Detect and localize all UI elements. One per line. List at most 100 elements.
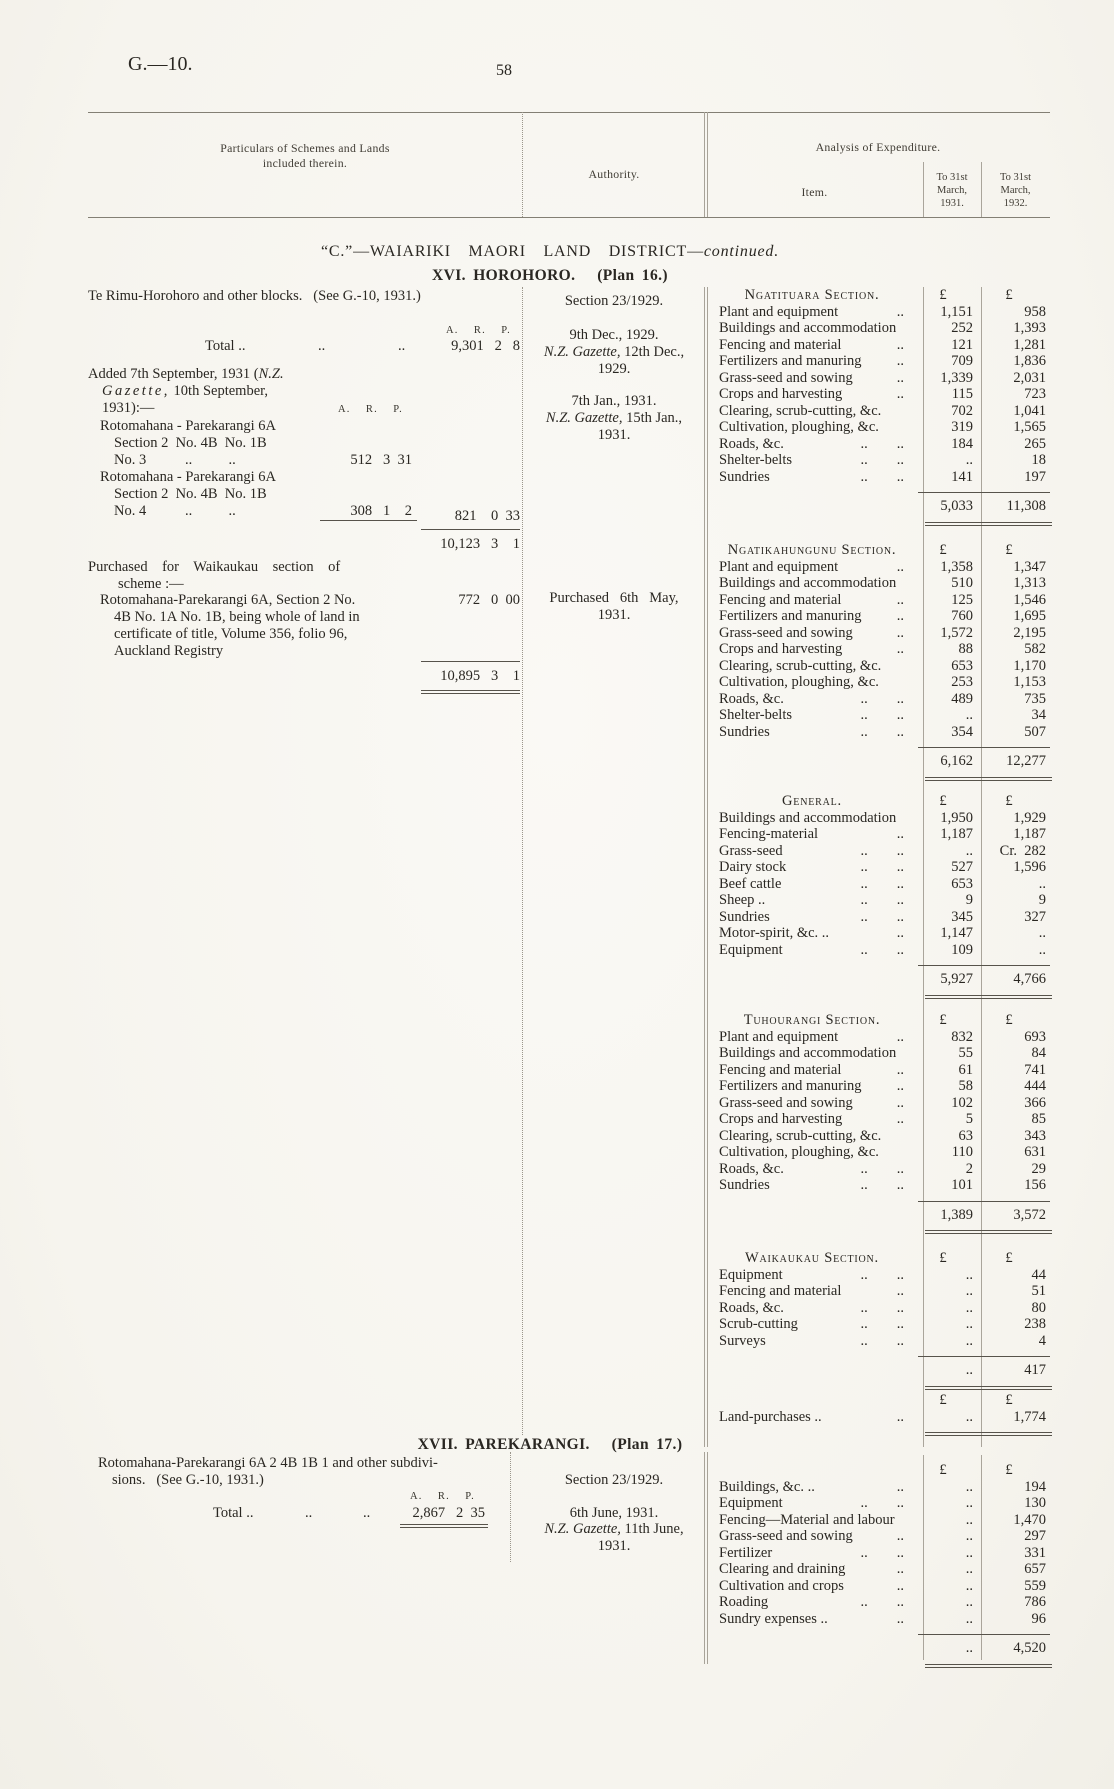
scheme-intro-line1: Rotomahana-Parekarangi 6A 2 4B 1B 1 and … bbox=[98, 1455, 438, 1471]
amount-1931: 1,187 bbox=[940, 826, 973, 842]
row-label-cell: Fencing and material.. bbox=[706, 1062, 918, 1079]
section-rows: Equipment.. .. .. 44 Fencing and materia… bbox=[706, 1267, 1050, 1350]
amount-1931: 1,950 bbox=[940, 809, 973, 826]
grand-total-rule-2 bbox=[421, 661, 520, 662]
amount-1932: 1,565 bbox=[1013, 419, 1046, 435]
money-divider-1931-body bbox=[923, 287, 924, 1447]
dot-leaders: .. bbox=[896, 1283, 904, 1299]
pound-sign: £ bbox=[1005, 1392, 1013, 1408]
purchased-line1: Purchased for Waikaukau section of bbox=[88, 559, 341, 575]
dot-leaders: .. .. bbox=[860, 1299, 905, 1316]
authority-gazette-1: N.Z. Gazette, 12th Dec., bbox=[510, 344, 718, 361]
amount-1932: Cr. 282 bbox=[999, 842, 1046, 859]
amount-1931: 653 bbox=[951, 875, 973, 892]
row-label-cell: Crops and harvesting.. bbox=[706, 641, 918, 658]
expenditure-row: Clearing, scrub-cutting, &c. 653 1,170 bbox=[706, 658, 1050, 675]
expenditure-row: Crops and harvesting.. 88 582 bbox=[706, 641, 1050, 658]
amount-1931: 1,339 bbox=[940, 369, 973, 386]
expenditure-row: Shelter-belts.. .. .. 18 bbox=[706, 452, 1050, 469]
dot-leaders: .. bbox=[896, 624, 904, 641]
dot-leaders bbox=[904, 575, 918, 592]
row-label-cell: Crops and harvesting.. bbox=[706, 1111, 918, 1128]
section-total-row: 6,162 12,277 bbox=[706, 747, 1050, 770]
amount-1932: 1,347 bbox=[1013, 558, 1046, 575]
dot-leaders: .. .. bbox=[185, 452, 236, 468]
section-total-row: .. 417 bbox=[706, 1356, 1050, 1379]
closing-rule bbox=[925, 1432, 1052, 1436]
column-header-1931: To 31st March, 1931. bbox=[936, 172, 968, 209]
land-block2-acreage: 308 1 2 bbox=[350, 503, 412, 519]
row-label: Crops and harvesting bbox=[719, 641, 843, 657]
total-1931: 5,033 bbox=[918, 492, 980, 515]
column-header-analysis: Analysis of Expenditure. bbox=[815, 140, 941, 154]
scheme-title-parekarangi: XVII. PAREKARANGI. (Plan 17.) bbox=[417, 1436, 683, 1453]
amount-1932: 693 bbox=[1024, 1028, 1046, 1045]
row-label: Fencing—Material and labour bbox=[719, 1511, 895, 1528]
dot-leaders: .. bbox=[896, 1111, 904, 1127]
row-label-cell: Cultivation and crops.. bbox=[706, 1578, 918, 1595]
expenditure-row: Sundries .. .. 345 327 bbox=[706, 909, 1050, 926]
row-label: Cultivation, ploughing, &c. bbox=[719, 419, 879, 435]
amount-1932: 238 bbox=[1024, 1316, 1046, 1332]
dot-leaders: .. .. bbox=[860, 908, 905, 925]
dot-leaders bbox=[904, 403, 918, 420]
land-block1-line2: Section 2 No. 4B No. 1B bbox=[114, 435, 267, 451]
row-label-cell: Equipment .. .. bbox=[706, 942, 918, 959]
amount-1932: 194 bbox=[1024, 1478, 1046, 1495]
expenditure-row: Grass-seed.. .. .. Cr. 282 bbox=[706, 843, 1050, 860]
row-label-cell: Clearing, scrub-cutting, &c. bbox=[706, 1128, 918, 1145]
amount-1931: 58 bbox=[958, 1078, 974, 1094]
row-label-cell: Fencing—Material and labour bbox=[706, 1512, 918, 1529]
amount-1931: 63 bbox=[958, 1127, 974, 1144]
amount-1932: .. bbox=[1038, 941, 1046, 958]
total-1932: 417 bbox=[980, 1356, 1050, 1379]
row-label: Crops and harvesting bbox=[719, 386, 843, 402]
section-heading-row: £ £ bbox=[706, 1462, 1050, 1479]
row-label-cell: Roads, &c. .. .. bbox=[706, 691, 918, 708]
row-label: Buildings and accommodation bbox=[719, 575, 897, 591]
amount-1932: 34 bbox=[1031, 707, 1047, 723]
amount-1931: 9 bbox=[965, 892, 973, 908]
dot-leaders: .. .. bbox=[860, 1544, 905, 1561]
amount-1931: .. bbox=[965, 1528, 973, 1544]
row-label: Roads, &c. bbox=[719, 1299, 784, 1316]
gazette-date: 11th June, bbox=[620, 1521, 684, 1537]
row-label-cell: Buildings and accommodation bbox=[706, 1045, 918, 1062]
row-label: Shelter-belts bbox=[719, 707, 792, 723]
dot-leaders: .. .. bbox=[860, 707, 905, 723]
row-label-cell: Cultivation, ploughing, &c. bbox=[706, 419, 918, 436]
section-rows: Buildings and accommodation 1,950 1,929 … bbox=[706, 810, 1050, 959]
amount-1932: 1,546 bbox=[1013, 591, 1046, 608]
amount-1931: .. bbox=[965, 1577, 973, 1594]
dot-leaders bbox=[904, 320, 918, 337]
total-1931: .. bbox=[918, 1634, 980, 1657]
expenditure-row: Fertilizers and manuring.. 709 1,836 bbox=[706, 353, 1050, 370]
expenditure-row: Dairy stock .. .. 527 1,596 bbox=[706, 859, 1050, 876]
land-block2-line1: Rotomahana - Parekarangi 6A bbox=[100, 469, 276, 485]
dot-leaders: .. .. bbox=[860, 452, 905, 468]
expenditure-row: Roads, &c. .. .. 2 29 bbox=[706, 1161, 1050, 1178]
row-label: Plant and equipment bbox=[719, 558, 839, 575]
row-label-cell: Fertilizers and manuring.. bbox=[706, 353, 918, 370]
row-label: Grass-seed and sowing bbox=[719, 1094, 853, 1111]
dot-leaders bbox=[904, 810, 918, 827]
row-label: Shelter-belts bbox=[719, 452, 792, 468]
added-paragraph-line2: Gazette, 10th September, bbox=[102, 383, 268, 400]
amount-1932: 723 bbox=[1024, 386, 1046, 402]
section-heading-row: £ £ bbox=[706, 1392, 1050, 1409]
amount-1932: 1,836 bbox=[1013, 353, 1046, 369]
amount-1931: .. bbox=[965, 1511, 973, 1528]
expenditure-row: Fertilizers and manuring.. 58 444 bbox=[706, 1078, 1050, 1095]
amount-1932: 582 bbox=[1024, 641, 1046, 657]
row-label: Fertilizers and manuring bbox=[719, 608, 862, 624]
closing-rule bbox=[925, 1663, 1052, 1668]
authority-section-ref: Section 23/1929. bbox=[564, 1472, 664, 1488]
section-total-row: 5,927 4,766 bbox=[706, 965, 1050, 988]
total-label: Total .. bbox=[213, 1505, 254, 1521]
row-label-cell: Sheep .. .. .. bbox=[706, 892, 918, 909]
dot-leaders: .. .. bbox=[860, 941, 905, 958]
section-heading-row: Waikaukau Section. £ £ bbox=[706, 1250, 1050, 1267]
expenditure-row: Cultivation, ploughing, &c. 319 1,565 bbox=[706, 419, 1050, 436]
amount-1932: 735 bbox=[1024, 690, 1046, 707]
section-heading-row: Ngatikahungunu Section. £ £ bbox=[706, 542, 1050, 559]
